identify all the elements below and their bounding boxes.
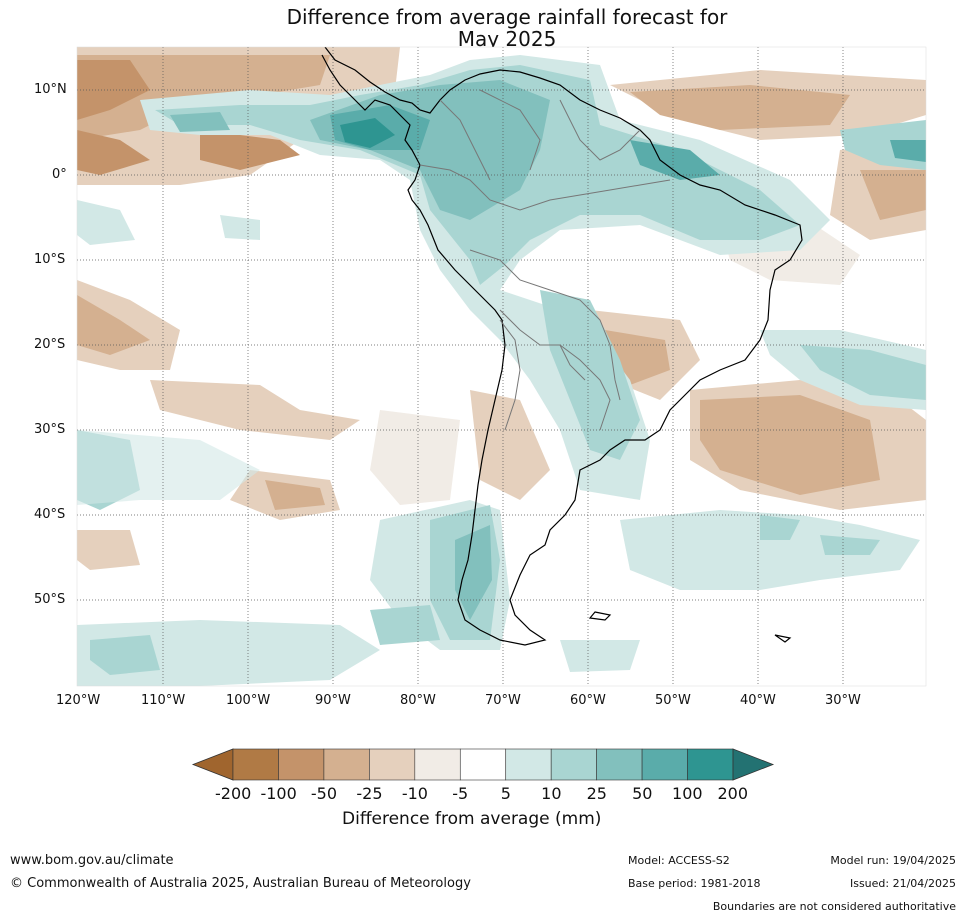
- legend-swatch: [550, 748, 597, 781]
- rainfall-anomaly-map: [76, 46, 927, 687]
- legend-tick-label: -25: [356, 784, 383, 803]
- legend-swatch: [505, 748, 552, 781]
- legend-swatch: [369, 748, 416, 781]
- legend-swatch: [687, 748, 734, 781]
- legend-swatch: [459, 748, 507, 781]
- lat-label-20s: 20°S: [34, 337, 66, 352]
- footer-base-period: Base period: 1981-2018: [628, 877, 761, 890]
- map-title-line2: May 2025: [457, 27, 557, 51]
- legend-arrow-high: [732, 748, 775, 781]
- wet-anomaly-areas: [77, 55, 926, 686]
- legend-tick-label: -5: [452, 784, 469, 803]
- legend-arrow-low: [191, 748, 234, 781]
- lon-label-110w: 110°W: [141, 693, 186, 708]
- country-borders: [419, 89, 671, 431]
- legend-swatch: [323, 748, 370, 781]
- color-legend: [191, 748, 775, 781]
- footer-model: Model: ACCESS-S2: [628, 854, 730, 867]
- lon-label-30w: 30°W: [825, 693, 861, 708]
- legend-title: Difference from average (mm): [342, 809, 602, 829]
- coastline: [321, 47, 803, 646]
- anomaly-shading: [77, 47, 926, 686]
- legend-tick-label: 100: [672, 784, 703, 803]
- legend-swatch: [596, 748, 643, 781]
- lon-label-40w: 40°W: [740, 693, 776, 708]
- legend-tick-label: 10: [541, 784, 562, 803]
- lat-label-10n: 10°N: [34, 82, 67, 97]
- graticule: [77, 47, 926, 686]
- footer-website: www.bom.gov.au/climate: [10, 853, 174, 868]
- lat-label-40s: 40°S: [34, 507, 66, 522]
- lon-label-50w: 50°W: [655, 693, 691, 708]
- lat-label-50s: 50°S: [34, 592, 66, 607]
- legend-tick-label: -200: [215, 784, 252, 803]
- map-title-line1: Difference from average rainfall forecas…: [286, 5, 728, 29]
- map-frame: [76, 46, 927, 687]
- legend-bar: [191, 748, 775, 781]
- lon-label-90w: 90°W: [315, 693, 351, 708]
- legend-tick-label: 50: [632, 784, 653, 803]
- footer-issued: Issued: 21/04/2025: [849, 877, 956, 890]
- legend-swatch: [278, 748, 325, 781]
- lon-label-70w: 70°W: [485, 693, 521, 708]
- lat-label-10s: 10°S: [34, 252, 66, 267]
- lon-label-60w: 60°W: [570, 693, 606, 708]
- lon-label-100w: 100°W: [226, 693, 271, 708]
- footer-model-run: Model run: 19/04/2025: [830, 854, 956, 867]
- legend-tick-label: 200: [717, 784, 749, 803]
- dry-anomaly-areas: [77, 47, 926, 570]
- footer-disclaimer: Boundaries are not considered authoritat…: [712, 900, 956, 913]
- legend-tick-label: -100: [260, 784, 297, 803]
- lat-label-0: 0°: [52, 167, 67, 182]
- footer-copyright: © Commonwealth of Australia 2025, Austra…: [10, 876, 471, 891]
- legend-swatch: [641, 748, 688, 781]
- lon-label-80w: 80°W: [400, 693, 436, 708]
- legend-swatch: [232, 748, 279, 781]
- legend-tick-label: 25: [586, 784, 607, 803]
- legend-swatch: [414, 748, 461, 781]
- legend-tick-label: -50: [310, 784, 338, 803]
- lon-label-120w: 120°W: [56, 693, 101, 708]
- legend-tick-label: 5: [500, 784, 511, 803]
- legend-tick-label: -10: [401, 784, 428, 803]
- lat-label-30s: 30°S: [34, 422, 66, 437]
